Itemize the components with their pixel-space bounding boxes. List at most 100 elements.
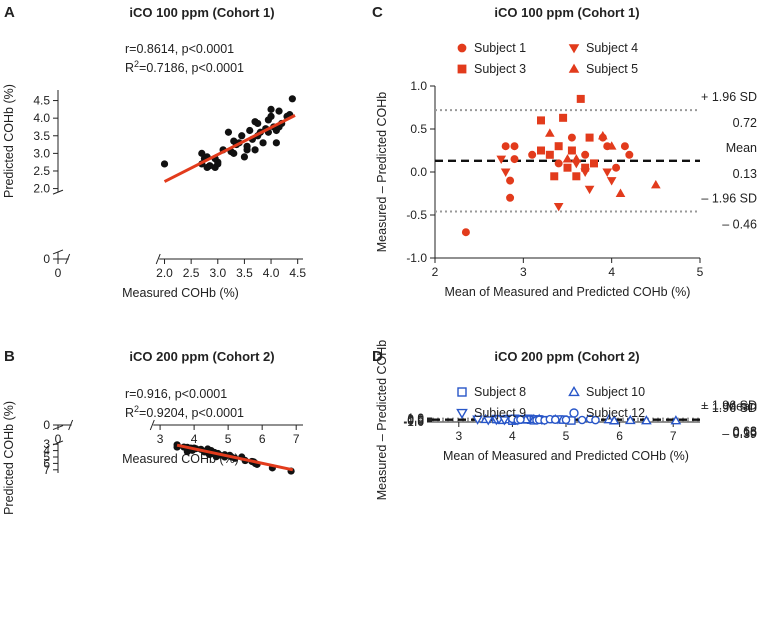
data-point bbox=[615, 188, 626, 197]
data-point bbox=[238, 132, 246, 140]
data-point bbox=[620, 142, 629, 151]
correlation-stat: r=0.916, p<0.0001 bbox=[125, 387, 227, 401]
y-tick-label: 4 bbox=[43, 444, 50, 458]
y-tick-label: 2.5 bbox=[33, 164, 50, 178]
y-tick-label: 0 bbox=[43, 252, 50, 266]
data-point bbox=[500, 168, 511, 177]
x-tick-label: 3.5 bbox=[236, 266, 253, 280]
data-point bbox=[606, 141, 617, 150]
panel-label: A bbox=[4, 4, 15, 21]
y-tick-label: 3 bbox=[43, 437, 50, 451]
correlation-stat: r=0.8614, p<0.0001 bbox=[125, 42, 234, 56]
x-tick-label: 5 bbox=[697, 265, 704, 279]
data-point bbox=[224, 128, 233, 136]
data-point bbox=[545, 150, 554, 159]
data-point bbox=[506, 176, 515, 185]
x-tick-label: 4 bbox=[191, 432, 198, 446]
data-point bbox=[651, 179, 661, 189]
y-tick-label: -0.5 bbox=[406, 208, 427, 222]
y-tick-label: 7 bbox=[43, 463, 50, 477]
data-point bbox=[275, 107, 283, 115]
legend-label: Subject 8 bbox=[474, 385, 526, 399]
data-point bbox=[554, 142, 563, 151]
y-tick-label: 4.0 bbox=[33, 111, 50, 125]
x-axis-label: Measured COHb (%) bbox=[122, 286, 239, 300]
panel-label: D bbox=[372, 348, 383, 365]
data-point bbox=[590, 159, 599, 168]
data-point bbox=[670, 415, 682, 425]
data-point bbox=[608, 415, 620, 425]
y-axis-break bbox=[52, 189, 64, 195]
data-point bbox=[606, 177, 617, 186]
lower-limit-value: – 0.39 bbox=[722, 427, 757, 441]
upper-limit-label: + 1.96 SD bbox=[701, 90, 757, 104]
legend-label: Subject 3 bbox=[474, 62, 526, 76]
data-point bbox=[272, 139, 280, 147]
x-axis-label: Mean of Measured and Predicted COHb (%) bbox=[445, 285, 691, 299]
x-axis-break bbox=[155, 253, 161, 265]
data-point bbox=[563, 163, 572, 172]
data-point bbox=[254, 119, 262, 128]
x-tick-label: 2.0 bbox=[156, 266, 173, 280]
data-point bbox=[576, 94, 585, 103]
data-point bbox=[545, 128, 555, 137]
x-tick-label: 7 bbox=[670, 429, 677, 443]
x-tick-label: 4.5 bbox=[289, 266, 306, 280]
lower-limit-label: – 1.96 SD bbox=[701, 401, 757, 415]
data-point bbox=[246, 126, 254, 135]
data-point bbox=[510, 142, 519, 151]
data-point bbox=[506, 193, 515, 202]
data-point bbox=[472, 415, 483, 425]
legend-label: Subject 10 bbox=[586, 385, 645, 399]
data-point bbox=[559, 113, 568, 122]
x-tick-label: 5 bbox=[225, 432, 232, 446]
legend-label: Subject 9 bbox=[474, 406, 526, 420]
data-point bbox=[625, 150, 634, 159]
x-tick-label: 4 bbox=[608, 265, 615, 279]
x-axis-break bbox=[68, 419, 74, 431]
data-point bbox=[581, 150, 590, 159]
data-point bbox=[572, 172, 581, 181]
legend-marker bbox=[568, 44, 580, 54]
r-squared-superscript: 2 bbox=[134, 59, 139, 69]
data-point bbox=[243, 142, 251, 150]
y-tick-label: -1.0 bbox=[403, 415, 424, 429]
data-point bbox=[581, 163, 590, 172]
x-axis-break bbox=[65, 253, 71, 265]
mean-value: 0.15 bbox=[733, 426, 757, 440]
data-point bbox=[577, 415, 587, 425]
panel-title: iCO 100 ppm (Cohort 1) bbox=[129, 5, 274, 20]
panel-label: C bbox=[372, 4, 383, 21]
r-squared-stat: R2=0.9204, p<0.0001 bbox=[125, 404, 244, 420]
upper-limit-value: 0.72 bbox=[733, 116, 757, 130]
data-point bbox=[554, 159, 563, 168]
x-axis-break bbox=[149, 419, 155, 431]
panel-label: B bbox=[4, 348, 15, 365]
mean-value: 0.13 bbox=[733, 167, 757, 181]
y-axis-label: Measured – Predicted COHb bbox=[375, 92, 389, 253]
data-point bbox=[240, 153, 249, 161]
legend-marker bbox=[569, 408, 579, 418]
legend-marker bbox=[456, 408, 468, 420]
legend-label: Subject 5 bbox=[586, 62, 638, 76]
r-squared-value: =0.9204, p<0.0001 bbox=[139, 406, 244, 420]
y-tick-label: 0.0 bbox=[407, 413, 424, 427]
mean-label: Mean bbox=[726, 141, 757, 155]
x-tick-label: 2 bbox=[432, 265, 439, 279]
data-point bbox=[259, 139, 267, 147]
lower-limit-value: – 0.46 bbox=[722, 218, 757, 232]
data-point bbox=[550, 172, 559, 181]
data-point bbox=[598, 130, 608, 140]
y-tick-label: 5 bbox=[43, 450, 50, 464]
data-point bbox=[214, 160, 222, 168]
x-tick-label: 0 bbox=[55, 432, 62, 446]
x-tick-label: 5 bbox=[563, 429, 570, 443]
data-point bbox=[585, 133, 594, 142]
y-tick-label: 3.5 bbox=[33, 129, 50, 143]
regression-line bbox=[163, 114, 296, 183]
data-point bbox=[603, 414, 615, 424]
lower-limit-label: – 1.96 SD bbox=[701, 192, 757, 206]
r-squared-value: =0.7186, p<0.0001 bbox=[139, 61, 244, 75]
x-tick-label: 4.0 bbox=[263, 266, 280, 280]
legend-label: Subject 1 bbox=[474, 41, 526, 55]
